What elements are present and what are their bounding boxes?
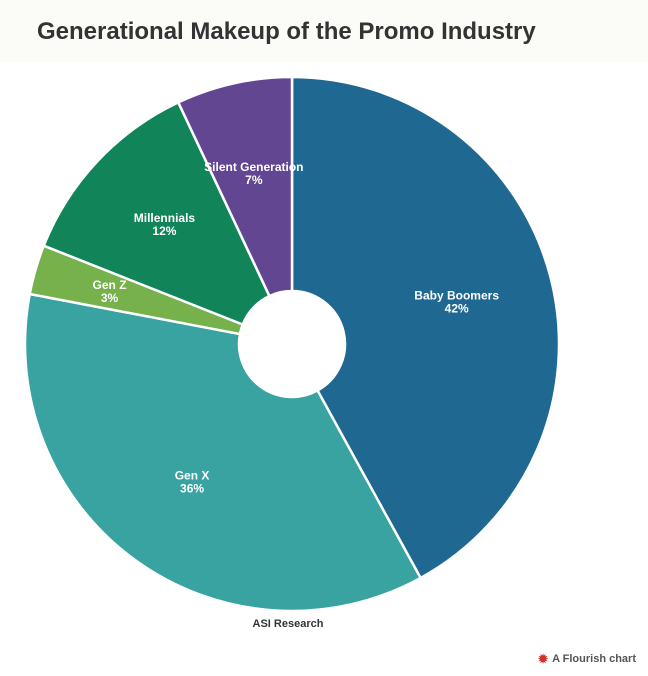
chart-source: ASI Research [252,618,324,630]
pie-slice-silent-generation[interactable] [177,75,294,298]
slice-label-baby-boomers: Baby Boomers [414,289,499,303]
flourish-credit-link[interactable]: ✹ A Flourish chart [538,652,636,666]
slice-label-gen-x: Gen X [175,469,210,483]
slice-value-baby-boomers: 42% [445,302,469,316]
flourish-credit-label: A Flourish chart [552,653,636,665]
chart-title: Generational Makeup of the Promo Industr… [37,18,536,45]
slice-label-millennials: Millennials [134,211,196,225]
slice-value-gen-x: 36% [180,482,204,496]
pie-slice-millennials[interactable] [42,101,271,326]
slice-label-gen-z: Gen Z [93,278,127,292]
slice-label-silent-generation: Silent Generation [204,160,303,174]
chart-header: Generational Makeup of the Promo Industr… [0,0,648,62]
slice-value-millennials: 12% [152,224,176,238]
pie-slice-gen-x[interactable] [23,292,422,613]
flourish-logo-icon: ✹ [538,652,549,666]
pie-slice-baby-boomers[interactable] [290,75,561,580]
slice-value-silent-generation: 7% [245,173,263,187]
slice-value-gen-z: 3% [101,291,119,305]
